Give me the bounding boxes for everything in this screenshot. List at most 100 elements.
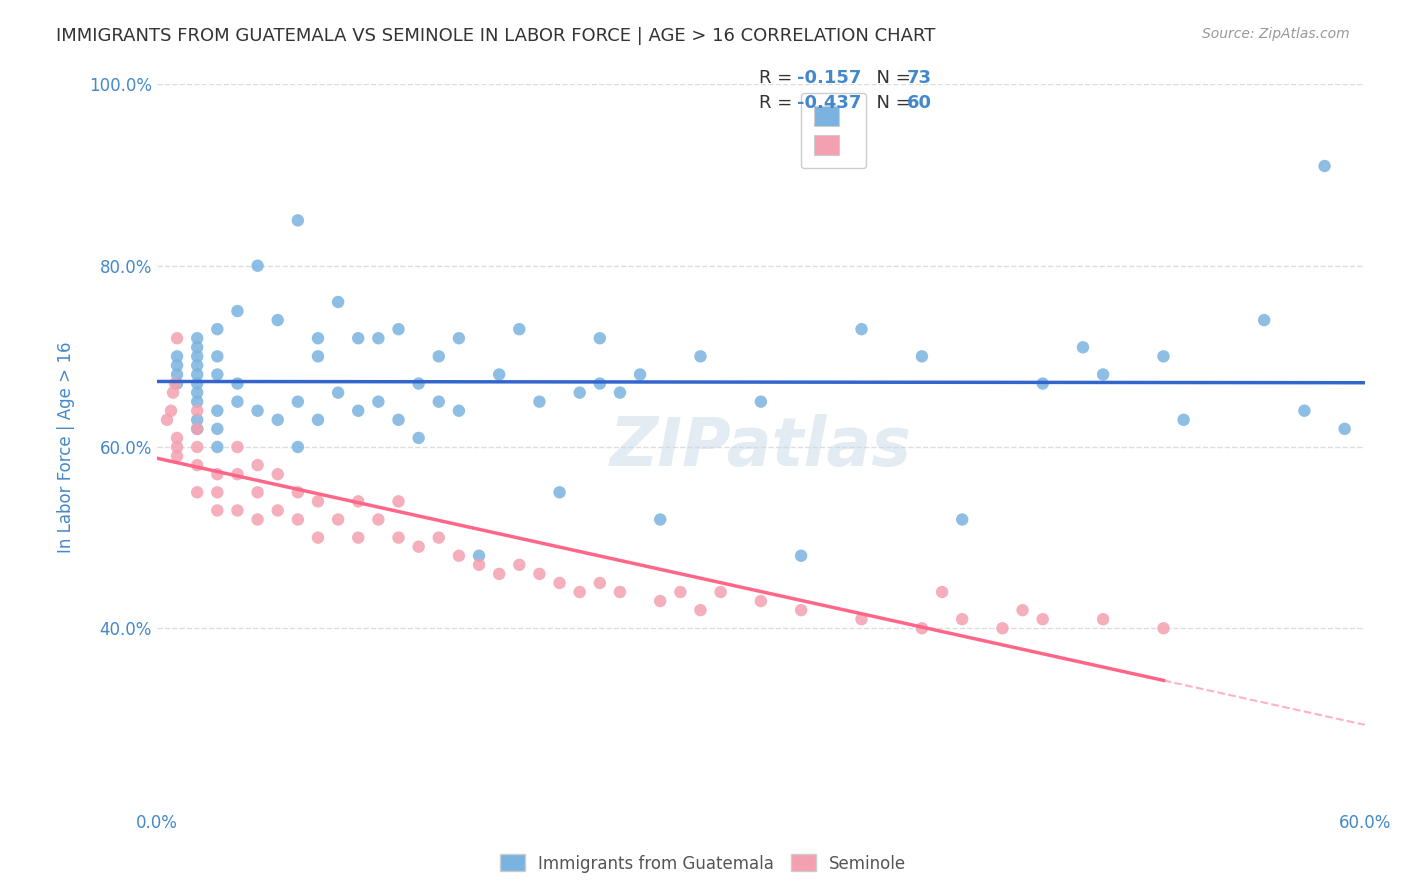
Point xyxy=(427,394,450,409)
Point xyxy=(447,403,470,417)
Text: N =: N = xyxy=(865,70,917,87)
Point xyxy=(689,349,711,363)
Point xyxy=(287,394,309,409)
Point xyxy=(1071,340,1094,354)
Point xyxy=(267,503,290,517)
Point xyxy=(851,322,873,336)
Point xyxy=(186,385,208,400)
Point xyxy=(1313,159,1336,173)
Point xyxy=(1011,603,1033,617)
Point xyxy=(186,359,208,373)
Point xyxy=(207,485,229,500)
Point xyxy=(529,394,551,409)
Point xyxy=(749,594,772,608)
Point xyxy=(207,403,229,417)
Point xyxy=(156,413,179,427)
Point xyxy=(408,540,430,554)
Point xyxy=(408,431,430,445)
Point xyxy=(589,376,612,391)
Point xyxy=(166,349,188,363)
Point xyxy=(347,494,370,508)
Point xyxy=(1153,349,1175,363)
Point xyxy=(568,385,591,400)
Point xyxy=(609,385,631,400)
Point xyxy=(186,403,208,417)
Point xyxy=(568,585,591,599)
Point xyxy=(911,621,934,635)
Text: -0.437: -0.437 xyxy=(797,95,862,112)
Point xyxy=(347,531,370,545)
Point xyxy=(589,331,612,345)
Point xyxy=(166,431,188,445)
Point xyxy=(628,368,651,382)
Point xyxy=(207,440,229,454)
Point xyxy=(851,612,873,626)
Point xyxy=(246,458,269,472)
Point xyxy=(749,394,772,409)
Point xyxy=(186,331,208,345)
Point xyxy=(207,467,229,482)
Point xyxy=(447,549,470,563)
Point xyxy=(207,368,229,382)
Point xyxy=(226,376,249,391)
Point xyxy=(650,512,672,526)
Point xyxy=(307,413,329,427)
Point xyxy=(307,331,329,345)
Point xyxy=(186,458,208,472)
Point xyxy=(931,585,953,599)
Point xyxy=(950,612,973,626)
Text: N =: N = xyxy=(865,95,917,112)
Point xyxy=(267,467,290,482)
Legend: , : , xyxy=(801,93,866,169)
Point xyxy=(207,422,229,436)
Point xyxy=(669,585,692,599)
Point xyxy=(347,331,370,345)
Point xyxy=(1153,621,1175,635)
Point xyxy=(287,213,309,227)
Point xyxy=(508,322,530,336)
Point xyxy=(226,304,249,318)
Point xyxy=(1032,376,1054,391)
Text: 60: 60 xyxy=(907,95,932,112)
Point xyxy=(548,576,571,591)
Point xyxy=(387,494,409,508)
Point xyxy=(609,585,631,599)
Point xyxy=(508,558,530,572)
Point xyxy=(1294,403,1316,417)
Point xyxy=(488,368,510,382)
Point xyxy=(287,485,309,500)
Point xyxy=(186,485,208,500)
Point xyxy=(529,566,551,581)
Point xyxy=(1092,612,1115,626)
Point xyxy=(246,259,269,273)
Point xyxy=(589,576,612,591)
Point xyxy=(165,376,187,391)
Point xyxy=(367,394,389,409)
Point xyxy=(408,376,430,391)
Point xyxy=(427,349,450,363)
Text: R =: R = xyxy=(759,70,799,87)
Point xyxy=(367,331,389,345)
Text: R =: R = xyxy=(759,95,799,112)
Point xyxy=(186,340,208,354)
Point xyxy=(162,385,184,400)
Point xyxy=(186,413,208,427)
Point xyxy=(447,331,470,345)
Point xyxy=(166,449,188,463)
Point xyxy=(367,512,389,526)
Legend: Immigrants from Guatemala, Seminole: Immigrants from Guatemala, Seminole xyxy=(494,847,912,880)
Point xyxy=(166,440,188,454)
Point xyxy=(207,322,229,336)
Point xyxy=(689,603,711,617)
Point xyxy=(207,349,229,363)
Point xyxy=(326,512,349,526)
Point xyxy=(287,512,309,526)
Point xyxy=(790,549,813,563)
Point xyxy=(186,422,208,436)
Point xyxy=(468,549,491,563)
Point xyxy=(650,594,672,608)
Point xyxy=(307,349,329,363)
Text: 73: 73 xyxy=(907,70,932,87)
Point xyxy=(427,531,450,545)
Point xyxy=(246,403,269,417)
